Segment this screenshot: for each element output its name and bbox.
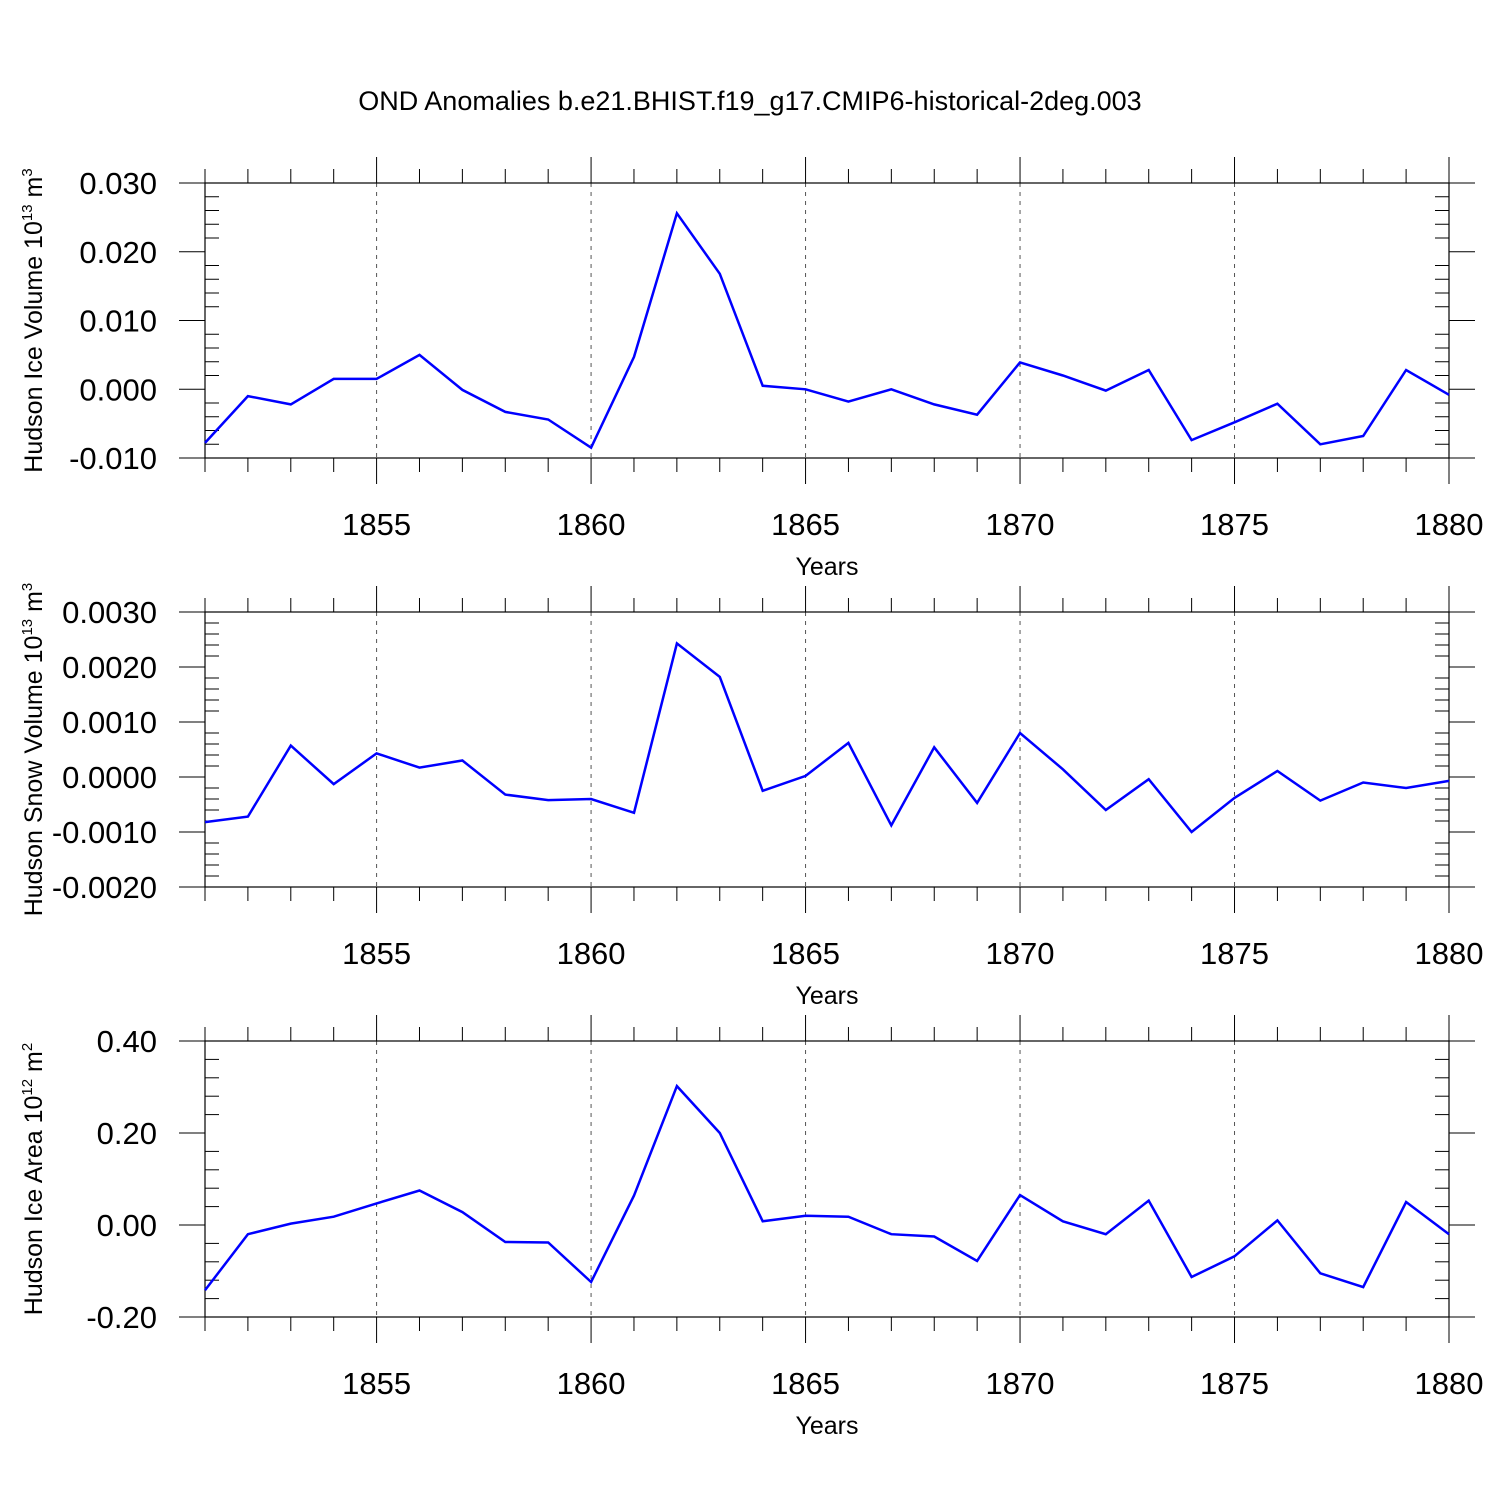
y-axis-title-superscript: 12	[19, 1079, 36, 1096]
y-axis-title-part: Hudson Ice Area 10	[20, 1096, 48, 1316]
y-tick-label: 0.030	[79, 166, 157, 201]
y-axis-title-superscript: 2	[19, 1043, 36, 1051]
y-axis-title: Hudson Snow Volume 1013 m3	[19, 583, 48, 917]
y-axis-title-superscript: 13	[19, 204, 36, 221]
x-axis-title: Years	[795, 553, 858, 581]
x-tick-label: 1855	[342, 507, 411, 542]
y-axis-title-superscript: 3	[19, 168, 36, 176]
y-tick-label: 0.0020	[62, 650, 157, 685]
panel-2: -0.0020 -0.0010 0.0000 0.0010 0.0020 0.0030 18…	[19, 583, 1483, 1010]
x-tick-label: 1875	[1200, 1366, 1269, 1401]
x-tick-label: 1855	[342, 1366, 411, 1401]
plot-frame	[204, 1040, 1450, 1318]
x-tick-label: 1860	[557, 1366, 626, 1401]
y-axis-title: Hudson Ice Area 1012 m2	[19, 1043, 48, 1315]
panel-3: -0.20 0.00 0.20 0.40 1855 1860 1865 1870 1875 188…	[19, 1015, 1483, 1440]
y-axis-title-part: Hudson Ice Volume 10	[20, 221, 48, 473]
figure-title: OND Anomalies b.e21.BHIST.f19_g17.CMIP6-…	[358, 86, 1141, 116]
y-tick-label: 0.00	[97, 1208, 157, 1243]
plot-frame	[204, 611, 1450, 888]
y-axis-title-superscript: 13	[19, 619, 36, 636]
series-line	[204, 210, 1450, 450]
y-axis-title-part: Hudson Snow Volume 10	[20, 636, 48, 917]
y-tick-label: 0.0010	[62, 705, 157, 740]
y-tick-label: 0.0030	[62, 595, 157, 630]
x-tick-label: 1865	[771, 936, 840, 971]
x-tick-label: 1870	[986, 507, 1055, 542]
x-axis-title: Years	[795, 982, 858, 1010]
x-tick-label: 1860	[557, 936, 626, 971]
y-tick-label: -0.010	[69, 441, 157, 476]
x-tick-label: 1865	[771, 1366, 840, 1401]
y-tick-label: -0.0010	[52, 815, 157, 850]
y-tick-label: 0.20	[97, 1116, 157, 1151]
y-tick-label: 0.0000	[62, 760, 157, 795]
x-tick-label: 1870	[986, 1366, 1055, 1401]
x-tick-label: 1875	[1200, 507, 1269, 542]
panels: -0.010 0.000 0.010 0.020 0.030 1855 1860 1865 18…	[19, 157, 1483, 1440]
x-tick-label: 1875	[1200, 936, 1269, 971]
y-axis-title-part: m	[20, 177, 48, 205]
y-tick-label: 0.000	[79, 372, 157, 407]
y-axis-title: Hudson Ice Volume 1013 m3	[19, 168, 48, 472]
x-tick-label: 1880	[1415, 936, 1484, 971]
x-tick-label: 1880	[1415, 1366, 1484, 1401]
series-line	[204, 1083, 1450, 1292]
x-tick-label: 1870	[986, 936, 1055, 971]
y-tick-label: 0.010	[79, 304, 157, 339]
series-line	[204, 641, 1450, 834]
x-tick-label: 1855	[342, 936, 411, 971]
y-tick-label: -0.0020	[52, 870, 157, 905]
y-tick-label: -0.20	[86, 1300, 157, 1335]
x-tick-label: 1880	[1415, 507, 1484, 542]
x-axis-title: Years	[795, 1412, 858, 1440]
panel-1: -0.010 0.000 0.010 0.020 0.030 1855 1860 1865 18…	[19, 157, 1483, 581]
x-tick-label: 1860	[557, 507, 626, 542]
y-tick-label: 0.40	[97, 1024, 157, 1059]
y-axis-title-part: m	[20, 591, 48, 619]
y-tick-label: 0.020	[79, 235, 157, 270]
x-tick-label: 1865	[771, 507, 840, 542]
y-axis-title-superscript: 3	[19, 583, 36, 591]
y-axis-title-part: m	[20, 1051, 48, 1079]
plot-frame	[204, 182, 1450, 459]
